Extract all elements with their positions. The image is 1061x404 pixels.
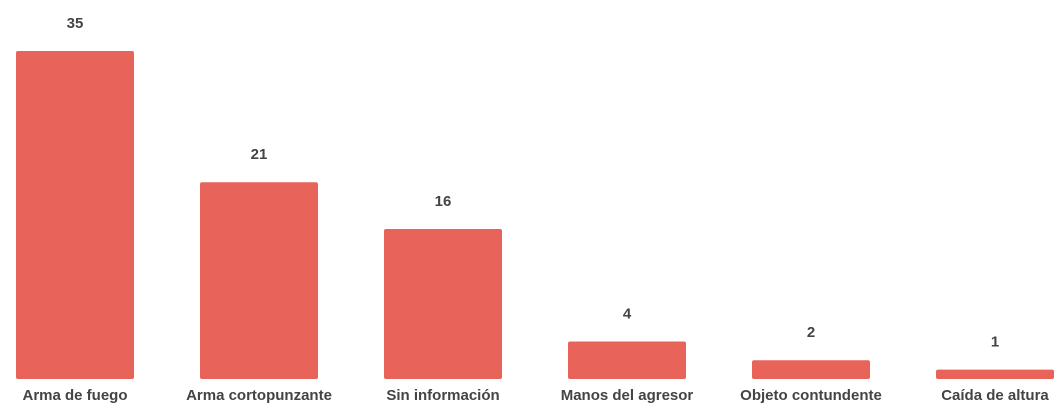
bar [936,369,1054,379]
x-tick-label: Arma de fuego [22,387,127,404]
x-tick-label: Objeto contundente [740,387,882,404]
value-label: 2 [807,324,815,341]
x-tick-label: Arma cortopunzante [186,387,332,404]
value-label: 4 [623,305,632,322]
value-label: 21 [251,146,268,163]
value-label: 35 [67,15,84,32]
x-tick-label: Caída de altura [941,387,1049,404]
x-tick-label: Sin información [386,387,499,404]
x-tick-label: Manos del agresor [561,387,694,404]
bar [16,51,134,379]
bar [384,229,502,379]
value-label: 16 [435,193,452,210]
bar [200,182,318,379]
bar [752,360,870,379]
bar [568,341,686,379]
value-label: 1 [991,334,999,351]
